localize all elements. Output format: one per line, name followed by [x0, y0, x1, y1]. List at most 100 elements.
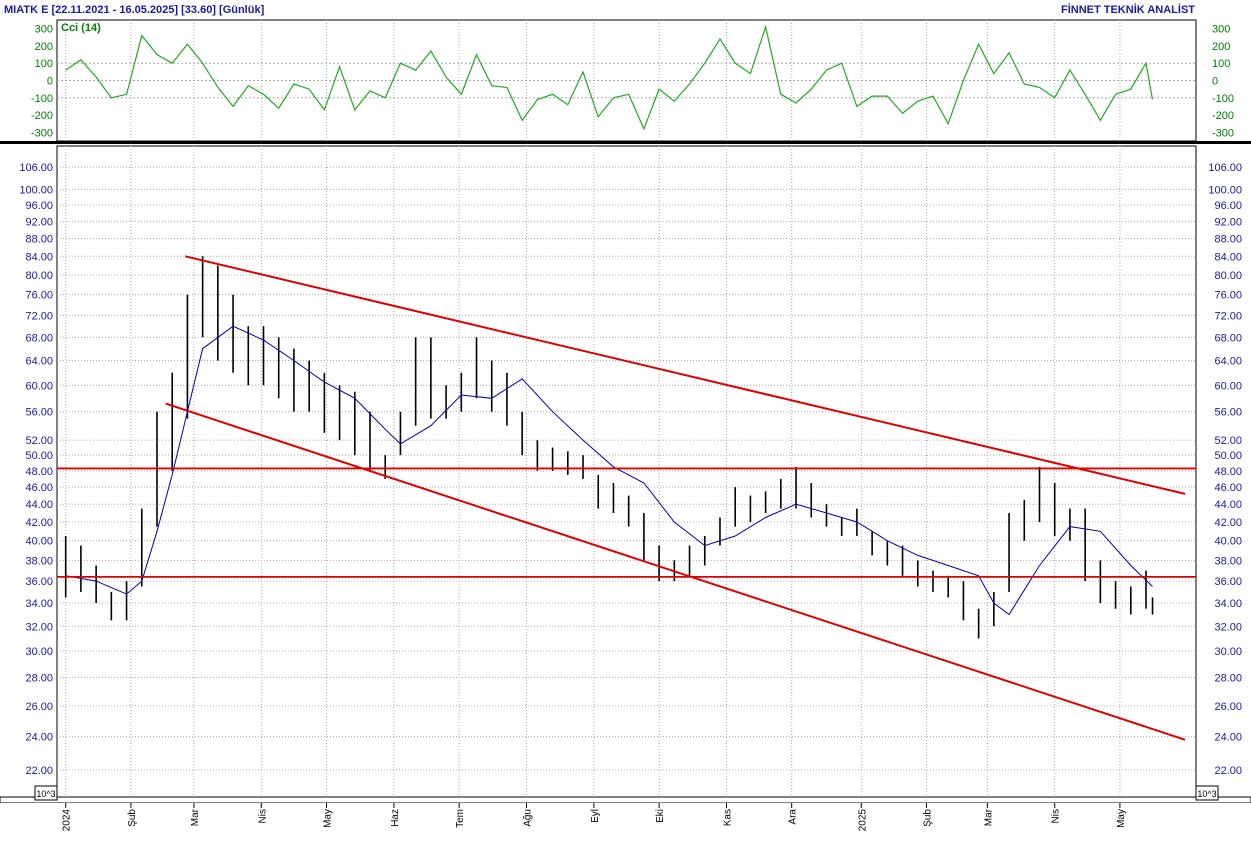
cci-tick-label-right: 100 — [1212, 58, 1230, 70]
cci-tick-label-left: -200 — [31, 110, 53, 122]
price-tick-label-right: 76.00 — [1214, 290, 1242, 302]
x-tick-label: Kas — [722, 809, 733, 826]
price-tick-label-left: 72.00 — [25, 310, 53, 322]
price-tick-label-left: 60.00 — [25, 380, 53, 392]
x-tick-label: Eki — [655, 809, 666, 823]
price-tick-label-left: 68.00 — [25, 332, 53, 344]
unit-box-right — [1195, 785, 1219, 801]
x-tick-label: Tem — [455, 809, 466, 828]
cci-tick-label-left: 0 — [47, 76, 53, 88]
cci-tick-label-left: 200 — [35, 41, 53, 53]
price-tick-label-right: 32.00 — [1214, 621, 1242, 633]
price-tick-label-right: 38.00 — [1214, 555, 1242, 567]
x-tick-label: Mar — [983, 808, 994, 826]
upper-channel-line — [185, 255, 1186, 495]
price-tick-label-left: 38.00 — [25, 555, 53, 567]
price-tick-label-right: 40.00 — [1214, 536, 1242, 548]
price-tick-label-right: 50.00 — [1214, 450, 1242, 462]
x-tick-label: Mar — [190, 808, 201, 826]
price-axes: 22.00 22.00 24.00 24.00 26.00 26.00 28.00 28.00… — [19, 162, 1242, 777]
chart-header-right: FİNNET TEKNİK ANALİST — [1061, 3, 1195, 16]
price-tick-label-right: 48.00 — [1214, 466, 1242, 478]
panel-separator — [0, 141, 1251, 144]
price-tick-label-right: 92.00 — [1214, 216, 1242, 228]
price-tick-label-left: 40.00 — [25, 536, 53, 548]
price-tick-label-right: 88.00 — [1214, 233, 1242, 245]
price-tick-label-right: 84.00 — [1214, 251, 1242, 263]
price-tick-label-left: 100.00 — [19, 184, 53, 196]
x-tick-label: Nis — [1051, 809, 1062, 823]
price-tick-label-right: 60.00 — [1214, 380, 1242, 392]
cci-title: Cci (14) — [61, 22, 101, 34]
x-tick-label: May — [323, 809, 334, 828]
cci-tick-label-right: -200 — [1212, 110, 1234, 122]
price-tick-label-right: 72.00 — [1214, 310, 1242, 322]
x-tick-label: Ağu — [523, 809, 534, 827]
x-tick-label: 2025 — [857, 809, 868, 832]
price-tick-label-left: 48.00 — [25, 466, 53, 478]
x-axis: 2024 Şub Mar Nis May Haz Tem Ağu Eyl Eki Kas Ara 202… — [62, 803, 1127, 831]
lower-channel-line — [165, 402, 1186, 741]
x-tick-label: Haz — [390, 809, 401, 827]
price-tick-label-right: 24.00 — [1214, 732, 1242, 744]
unit-box-left — [34, 785, 58, 801]
price-tick-label-right: 96.00 — [1214, 200, 1242, 212]
price-tick-label-right: 30.00 — [1214, 646, 1242, 658]
price-tick-label-left: 32.00 — [25, 621, 53, 633]
price-tick-label-left: 44.00 — [25, 499, 53, 511]
x-tick-label: Eyl — [590, 809, 601, 823]
price-tick-label-left: 36.00 — [25, 576, 53, 588]
price-tick-label-right: 106.00 — [1208, 162, 1242, 174]
cci-tick-label-left: 100 — [35, 58, 53, 70]
price-tick-label-left: 84.00 — [25, 251, 53, 263]
price-tick-label-right: 28.00 — [1214, 672, 1242, 684]
cci-tick-label-right: 200 — [1212, 41, 1230, 53]
price-tick-label-left: 92.00 — [25, 216, 53, 228]
price-tick-label-left: 30.00 — [25, 646, 53, 658]
price-tick-label-right: 56.00 — [1214, 407, 1242, 419]
price-tick-label-right: 42.00 — [1214, 517, 1242, 529]
price-tick-label-left: 24.00 — [25, 732, 53, 744]
cci-tick-label-right: 300 — [1212, 24, 1230, 36]
price-tick-label-left: 46.00 — [25, 482, 53, 494]
price-tick-label-left: 34.00 — [25, 598, 53, 610]
chart-header-left: MIATK E [22.11.2021 - 16.05.2025] [33.60… — [4, 4, 265, 16]
price-tick-label-left: 42.00 — [25, 517, 53, 529]
price-tick-label-left: 26.00 — [25, 701, 53, 713]
price-tick-label-left: 88.00 — [25, 233, 53, 245]
price-tick-label-right: 80.00 — [1214, 270, 1242, 282]
price-tick-label-left: 52.00 — [25, 435, 53, 447]
price-tick-label-right: 100.00 — [1208, 184, 1242, 196]
price-tick-label-right: 26.00 — [1214, 701, 1242, 713]
price-tick-label-left: 64.00 — [25, 356, 53, 368]
price-tick-label-right: 68.00 — [1214, 332, 1242, 344]
x-tick-label: May — [1116, 809, 1127, 828]
price-tick-label-left: 56.00 — [25, 407, 53, 419]
cci-panel: 300 300 200 200 100 100 0 0 -100 -100 -200 -200 -300… — [31, 24, 1234, 140]
x-tick-label: Şub — [127, 809, 138, 827]
price-tick-label-right: 52.00 — [1214, 435, 1242, 447]
price-tick-label-right: 44.00 — [1214, 499, 1242, 511]
x-tick-label: Nis — [257, 809, 268, 823]
price-gridlines — [57, 166, 1196, 771]
x-tick-label: Şub — [922, 809, 933, 827]
price-tick-label-left: 28.00 — [25, 672, 53, 684]
price-tick-label-left: 96.00 — [25, 200, 53, 212]
cci-line — [65, 24, 1154, 131]
cci-tick-label-left: 300 — [35, 24, 53, 36]
price-tick-label-left: 106.00 — [19, 162, 53, 174]
moving-average-line — [65, 325, 1153, 616]
bottom-separator — [0, 796, 1251, 804]
unit-label-left: 10^3 — [36, 789, 55, 799]
price-tick-label-right: 22.00 — [1214, 765, 1242, 777]
price-tick-label-right: 64.00 — [1214, 356, 1242, 368]
trendlines — [57, 255, 1196, 741]
price-tick-label-left: 50.00 — [25, 450, 53, 462]
cci-tick-label-left: -300 — [31, 127, 53, 139]
price-tick-label-left: 80.00 — [25, 270, 53, 282]
price-tick-label-right: 36.00 — [1214, 576, 1242, 588]
cci-tick-label-right: 0 — [1212, 76, 1218, 88]
price-tick-label-right: 46.00 — [1214, 482, 1242, 494]
